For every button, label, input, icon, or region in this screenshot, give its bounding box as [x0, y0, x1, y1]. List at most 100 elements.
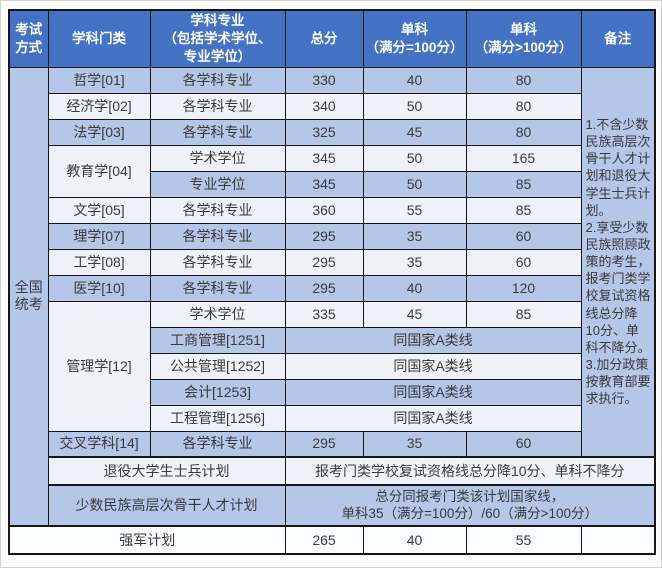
single-eq100-cell: 35 — [362, 248, 467, 276]
major-cell: 各学科专业 — [149, 196, 286, 224]
category-cell: 哲学[01] — [47, 66, 151, 94]
category-cell: 理学[07] — [47, 222, 151, 250]
table-row: 退役大学生士兵计划 报考门类学校复试资格线总分降10分、单科不降分 — [9, 456, 656, 486]
total-cell: 345 — [284, 170, 364, 198]
exam-mode-cell: 全国 统考 — [8, 66, 49, 527]
single-gt100-cell: 85 — [465, 300, 582, 328]
single-gt100-cell: 55 — [465, 525, 582, 555]
total-cell: 265 — [284, 525, 364, 555]
single-gt100-cell: 60 — [465, 248, 582, 276]
single-eq100-cell: 35 — [362, 430, 467, 458]
single-gt100-cell: 80 — [465, 92, 582, 120]
single-gt100-cell: 60 — [465, 430, 582, 458]
remark-cell: 1.不含少数民族高层次骨干人才计划和退役大学生士兵计划。 2.享受少数民族照顾政… — [580, 66, 656, 458]
major-cell: 各学科专业 — [149, 248, 286, 276]
category-cell: 管理学[12] — [47, 300, 151, 432]
table-row: 文学[05] 各学科专业 360 55 85 — [9, 196, 655, 224]
category-cell: 文学[05] — [47, 196, 151, 224]
table-row: 法学[03] 各学科专业 325 45 80 — [9, 118, 655, 146]
category-cell: 医学[10] — [47, 274, 151, 302]
single-eq100-cell: 40 — [362, 66, 467, 94]
total-cell: 295 — [284, 222, 364, 250]
single-eq100-cell: 40 — [362, 525, 467, 555]
major-cell: 公共管理[1252] — [149, 352, 286, 380]
total-cell: 295 — [284, 430, 364, 458]
category-header: 学科门类 — [47, 9, 151, 68]
total-cell: 360 — [284, 196, 364, 224]
category-cell: 法学[03] — [47, 118, 151, 146]
total-cell: 345 — [284, 144, 364, 172]
table-row: 管理学[12] 学术学位 335 45 85 — [9, 300, 655, 432]
single-gt100-cell: 80 — [465, 118, 582, 146]
single-eq100-header: 单科 （满分=100分） — [362, 9, 467, 68]
major-cell: 各学科专业 — [149, 92, 286, 120]
table-row: 公共管理[1252] 同国家A类线 — [9, 352, 655, 380]
total-cell: 335 — [284, 300, 364, 328]
table-row: 全国 统考 哲学[01] 各学科专业 330 40 80 1.不含少数民族高层次… — [8, 66, 656, 527]
major-cell: 会计[1253] — [149, 378, 286, 406]
plan-value-cell: 总分同报考门类该计划国家线， 单科35（满分=100分）/60（满分>100分） — [284, 484, 656, 527]
major-cell: 学术学位 — [149, 300, 286, 328]
major-cell: 专业学位 — [149, 170, 286, 198]
plan-label-cell: 强军计划 — [8, 525, 286, 555]
category-cell: 教育学[04] — [47, 144, 151, 198]
single-eq100-cell: 45 — [362, 118, 467, 146]
single-gt100-cell: 165 — [465, 144, 582, 172]
single-eq100-cell: 50 — [362, 92, 467, 120]
table-row: 工学[08] 各学科专业 295 35 60 — [9, 248, 655, 276]
table-row: 工商管理[1251] 同国家A类线 — [9, 326, 655, 354]
exam-mode-header: 考试 方式 — [8, 9, 49, 68]
table-row: 理学[07] 各学科专业 295 35 60 — [9, 222, 655, 250]
category-cell: 经济学[02] — [47, 92, 151, 120]
major-cell: 各学科专业 — [149, 118, 286, 146]
merged-score-cell: 同国家A类线 — [284, 326, 582, 354]
table-row: 医学[10] 各学科专业 295 40 120 — [9, 274, 655, 302]
single-eq100-cell: 45 — [362, 300, 467, 328]
merged-score-cell: 同国家A类线 — [284, 352, 582, 380]
admission-score-table: 考试 方式 学科门类 学科专业 （包括学术学位、 专业学位） 总分 单科 （满分… — [8, 9, 656, 555]
category-cell: 工学[08] — [47, 248, 151, 276]
plan-value-cell: 报考门类学校复试资格线总分降10分、单科不降分 — [284, 456, 656, 486]
plan-label-cell: 退役大学生士兵计划 — [47, 456, 286, 486]
table-row: 经济学[02] 各学科专业 340 50 80 — [9, 92, 655, 120]
major-cell: 学术学位 — [149, 144, 286, 172]
single-eq100-cell: 50 — [362, 170, 467, 198]
single-eq100-cell: 40 — [362, 274, 467, 302]
total-score-header: 总分 — [284, 9, 364, 68]
major-header: 学科专业 （包括学术学位、 专业学位） — [149, 9, 286, 68]
single-gt100-cell: 85 — [465, 170, 582, 198]
merged-score-cell: 同国家A类线 — [284, 404, 582, 432]
total-cell: 330 — [284, 66, 364, 94]
single-eq100-cell: 35 — [362, 222, 467, 250]
total-cell: 325 — [284, 118, 364, 146]
table-row: 强军计划 265 40 55 — [8, 525, 656, 555]
major-cell: 工商管理[1251] — [149, 326, 286, 354]
major-cell: 各学科专业 — [149, 222, 286, 250]
single-gt100-cell: 85 — [465, 196, 582, 224]
total-cell: 295 — [284, 248, 364, 276]
table-row: 会计[1253] 同国家A类线 — [9, 378, 655, 406]
single-gt100-cell: 120 — [465, 274, 582, 302]
table-row: 交叉学科[14] 各学科专业 295 35 60 — [9, 430, 655, 458]
single-gt100-cell: 60 — [465, 222, 582, 250]
table-row: 少数民族高层次骨干人才计划 总分同报考门类该计划国家线， 单科35（满分=100… — [9, 484, 656, 527]
merged-score-cell: 同国家A类线 — [284, 378, 582, 406]
total-cell: 340 — [284, 92, 364, 120]
major-cell: 各学科专业 — [149, 430, 286, 458]
major-cell: 工程管理[1256] — [149, 404, 286, 432]
plan-label-cell: 少数民族高层次骨干人才计划 — [47, 484, 286, 527]
table-row: 专业学位 345 50 85 — [9, 170, 655, 198]
single-eq100-cell: 50 — [362, 144, 467, 172]
table-header-row: 考试 方式 学科门类 学科专业 （包括学术学位、 专业学位） 总分 单科 （满分… — [8, 9, 656, 68]
single-eq100-cell: 55 — [362, 196, 467, 224]
remark-empty-cell — [580, 525, 656, 555]
major-cell: 各学科专业 — [149, 66, 286, 94]
table-row: 教育学[04] 学术学位 345 50 165 — [9, 144, 655, 198]
category-cell: 交叉学科[14] — [47, 430, 151, 458]
remark-header: 备注 — [580, 9, 656, 68]
major-cell: 各学科专业 — [149, 274, 286, 302]
single-gt100-cell: 80 — [465, 66, 582, 94]
total-cell: 295 — [284, 274, 364, 302]
single-gt100-header: 单科 （满分>100分） — [465, 9, 582, 68]
